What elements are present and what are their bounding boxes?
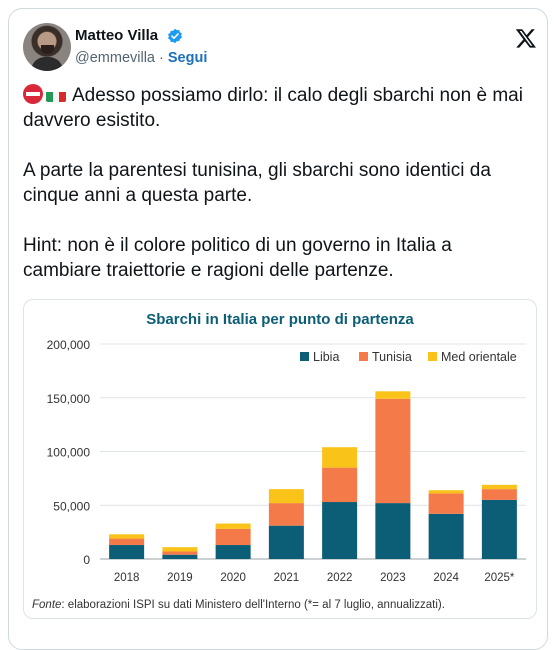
y-tick-label: 150,000 — [47, 392, 91, 406]
x-tick-label: 2025* — [484, 572, 515, 584]
author-handle[interactable]: @emmevilla — [75, 50, 155, 66]
bar-libia — [481, 499, 517, 559]
bar-tunisia — [428, 493, 464, 514]
bar-libia — [162, 554, 198, 559]
bar-libia — [215, 545, 251, 559]
legend-swatch — [300, 352, 309, 361]
bar-tunisia — [109, 538, 145, 546]
bar-tunisia — [322, 467, 358, 503]
bar-libia — [428, 513, 464, 559]
bar-med-orientale — [428, 490, 464, 494]
chart-source-note: Fonte: elaborazioni ISPI su dati Ministe… — [32, 599, 445, 611]
separator: · — [159, 50, 164, 66]
tweet-paragraph-3: Hint: non è il colore politico di un gov… — [23, 235, 452, 281]
legend-swatch — [359, 352, 368, 361]
bar-tunisia — [162, 551, 198, 555]
y-tick-label: 100,000 — [47, 446, 91, 460]
chart-title: Sbarchi in Italia per punto di partenza — [146, 311, 414, 328]
bar-libia — [375, 503, 411, 559]
x-tick-label: 2020 — [220, 572, 246, 584]
x-tick-label: 2018 — [114, 572, 140, 584]
bar-med-orientale — [162, 547, 198, 552]
legend-label: Tunisia — [372, 350, 412, 364]
bar-libia — [322, 502, 358, 559]
bar-tunisia — [481, 489, 517, 500]
tweet-paragraph-1: Adesso possiamo dirlo: il calo degli sba… — [23, 84, 523, 131]
verified-badge-icon — [168, 28, 182, 44]
tweet-text: Adesso possiamo dirlo: il calo degli sba… — [23, 83, 535, 308]
bar-libia — [109, 545, 145, 559]
x-tick-label: 2023 — [380, 572, 406, 584]
bar-med-orientale — [268, 489, 304, 504]
bar-med-orientale — [481, 484, 517, 490]
tweet-card: Matteo Villa @emmevilla · Segui Adesso p… — [8, 8, 548, 650]
chart-image[interactable]: Sbarchi in Italia per punto di partenza 0… — [23, 299, 537, 619]
x-tick-label: 2022 — [327, 572, 353, 584]
author-name[interactable]: Matteo Villa — [75, 27, 159, 44]
bar-med-orientale — [109, 534, 145, 539]
handle-row: @emmevilla · Segui — [75, 50, 207, 66]
bar-tunisia — [215, 528, 251, 546]
y-tick-label: 50,000 — [53, 499, 90, 513]
bar-med-orientale — [215, 523, 251, 529]
stacked-bar-chart: Sbarchi in Italia per punto di partenza 0… — [32, 311, 526, 611]
y-tick-label: 200,000 — [47, 338, 91, 352]
bar-tunisia — [375, 398, 411, 504]
avatar[interactable] — [23, 23, 71, 71]
x-tick-label: 2021 — [274, 572, 300, 584]
source-text: : elaborazioni ISPI su dati Ministero de… — [61, 599, 445, 611]
source-label: Fonte — [32, 599, 61, 611]
x-tick-label: 2024 — [433, 572, 459, 584]
follow-button[interactable]: Segui — [167, 50, 208, 66]
no-entry-emoji — [23, 84, 43, 104]
bar-libia — [268, 525, 304, 559]
bar-tunisia — [268, 503, 304, 526]
legend-swatch — [428, 352, 437, 361]
y-tick-label: 0 — [83, 553, 90, 567]
x-tick-label: 2019 — [167, 572, 193, 584]
legend-label: Med orientale — [441, 350, 517, 364]
bar-med-orientale — [322, 447, 358, 468]
legend-label: Libia — [313, 350, 339, 364]
x-logo-icon[interactable] — [515, 27, 537, 49]
tweet-paragraph-2: A parte la parentesi tunisina, gli sbarc… — [23, 160, 491, 206]
bar-med-orientale — [375, 391, 411, 399]
italy-flag-emoji — [46, 88, 66, 102]
